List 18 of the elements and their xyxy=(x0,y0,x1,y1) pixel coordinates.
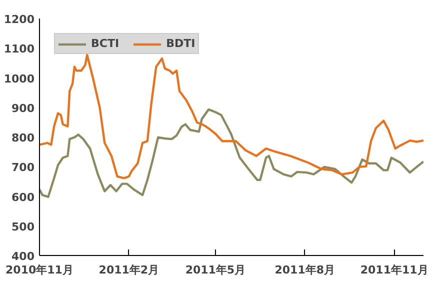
x-tick-label: 2010年11月 xyxy=(6,264,74,276)
y-tick-label: 900 xyxy=(12,102,35,115)
line-series xyxy=(40,108,424,198)
y-tick-label: 1200 xyxy=(4,13,35,26)
y-tick-label: 400 xyxy=(12,250,35,263)
y-tick-label: 700 xyxy=(12,161,35,174)
x-tick-label: 2011年5月 xyxy=(185,264,246,276)
x-tick-label: 2011年11月 xyxy=(360,264,428,276)
y-tick-label: 500 xyxy=(12,220,35,234)
x-tick-label: 2011年2月 xyxy=(98,264,160,276)
y-tick-label: 1100 xyxy=(4,42,35,56)
legend-label: BCTI xyxy=(91,37,120,50)
y-tick-label: 600 xyxy=(12,190,35,204)
y-tick-label: 1000 xyxy=(4,72,35,86)
x-tick-label: 2011年8月 xyxy=(274,264,336,276)
y-tick-label: 800 xyxy=(12,132,35,144)
line-series xyxy=(40,54,424,180)
legend-label: BDTI xyxy=(166,37,196,50)
